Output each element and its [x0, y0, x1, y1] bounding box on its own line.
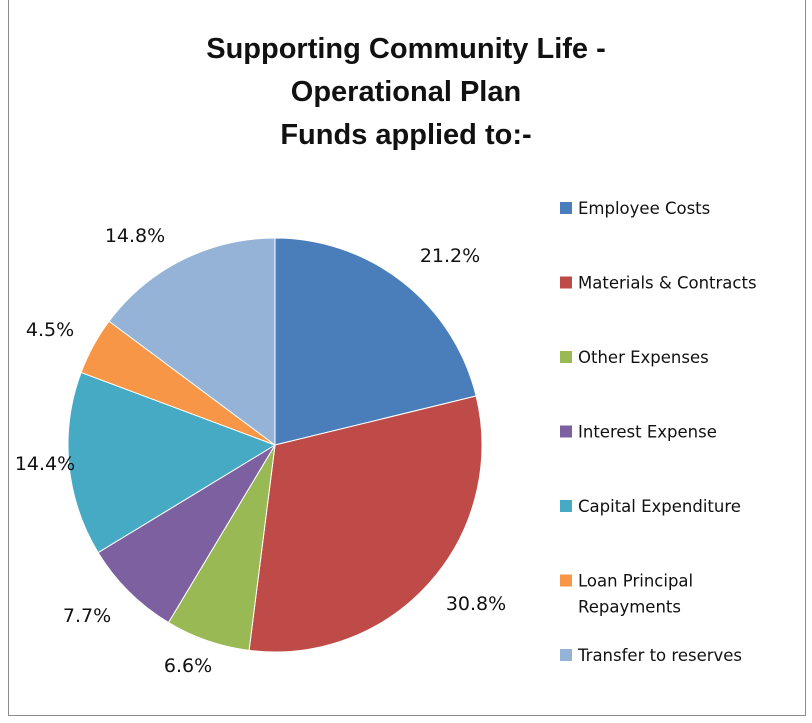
legend-swatch-loan-principal-repayments	[560, 574, 572, 587]
pie-slices	[67, 237, 483, 653]
chart-title-line-1: Supporting Community Life -	[206, 33, 606, 65]
data-label-loan-principal-repayments: 4.5%	[26, 319, 74, 341]
legend-label-materials-contracts: Materials & Contracts	[578, 274, 757, 293]
legend-swatch-capital-expenditure	[560, 500, 572, 512]
chart-title: Supporting Community Life - Operational …	[0, 28, 812, 157]
pie-data-labels: 21.2% 30.8% 6.6% 7.7% 14.4% 4.5% 14.8%	[15, 225, 506, 677]
legend-label-loan-principal-repayments: Loan Principal Repayments	[578, 572, 693, 617]
data-label-materials-contracts: 30.8%	[446, 593, 506, 615]
chart-title-line-2: Operational Plan	[290, 76, 522, 108]
pie-slice-employee-costs	[274, 237, 477, 446]
legend-label-employee-costs: Employee Costs	[578, 199, 710, 218]
data-label-transfer-to-reserves: 14.8%	[105, 225, 165, 247]
legend-swatch-interest-expense	[560, 425, 572, 438]
data-label-capital-expenditure: 14.4%	[15, 453, 75, 475]
chart-title-line-3: Funds applied to:-	[280, 119, 532, 151]
legend-label-other-expenses: Other Expenses	[578, 348, 709, 367]
pie-slice-capital-expenditure	[67, 371, 277, 554]
legend-swatch-employee-costs	[560, 202, 572, 214]
legend-swatch-other-expenses	[560, 351, 572, 363]
legend-swatch-materials-contracts	[560, 276, 572, 289]
data-label-other-expenses: 6.6%	[164, 655, 212, 677]
legend-label-transfer-to-reserves: Transfer to reserves	[577, 646, 742, 665]
legend-label-capital-expenditure: Capital Expenditure	[578, 497, 741, 516]
data-label-employee-costs: 21.2%	[420, 245, 480, 267]
legend-label-interest-expense: Interest Expense	[578, 423, 717, 442]
legend: Employee Costs Materials & Contracts Other…	[560, 199, 757, 665]
legend-swatch-transfer-to-reserves	[560, 649, 572, 661]
pie-slice-interest-expense	[97, 444, 276, 624]
pie-slice-materials-contracts	[248, 395, 483, 653]
data-label-interest-expense: 7.7%	[63, 605, 111, 627]
pie-slice-transfer-to-reserves	[108, 237, 276, 446]
